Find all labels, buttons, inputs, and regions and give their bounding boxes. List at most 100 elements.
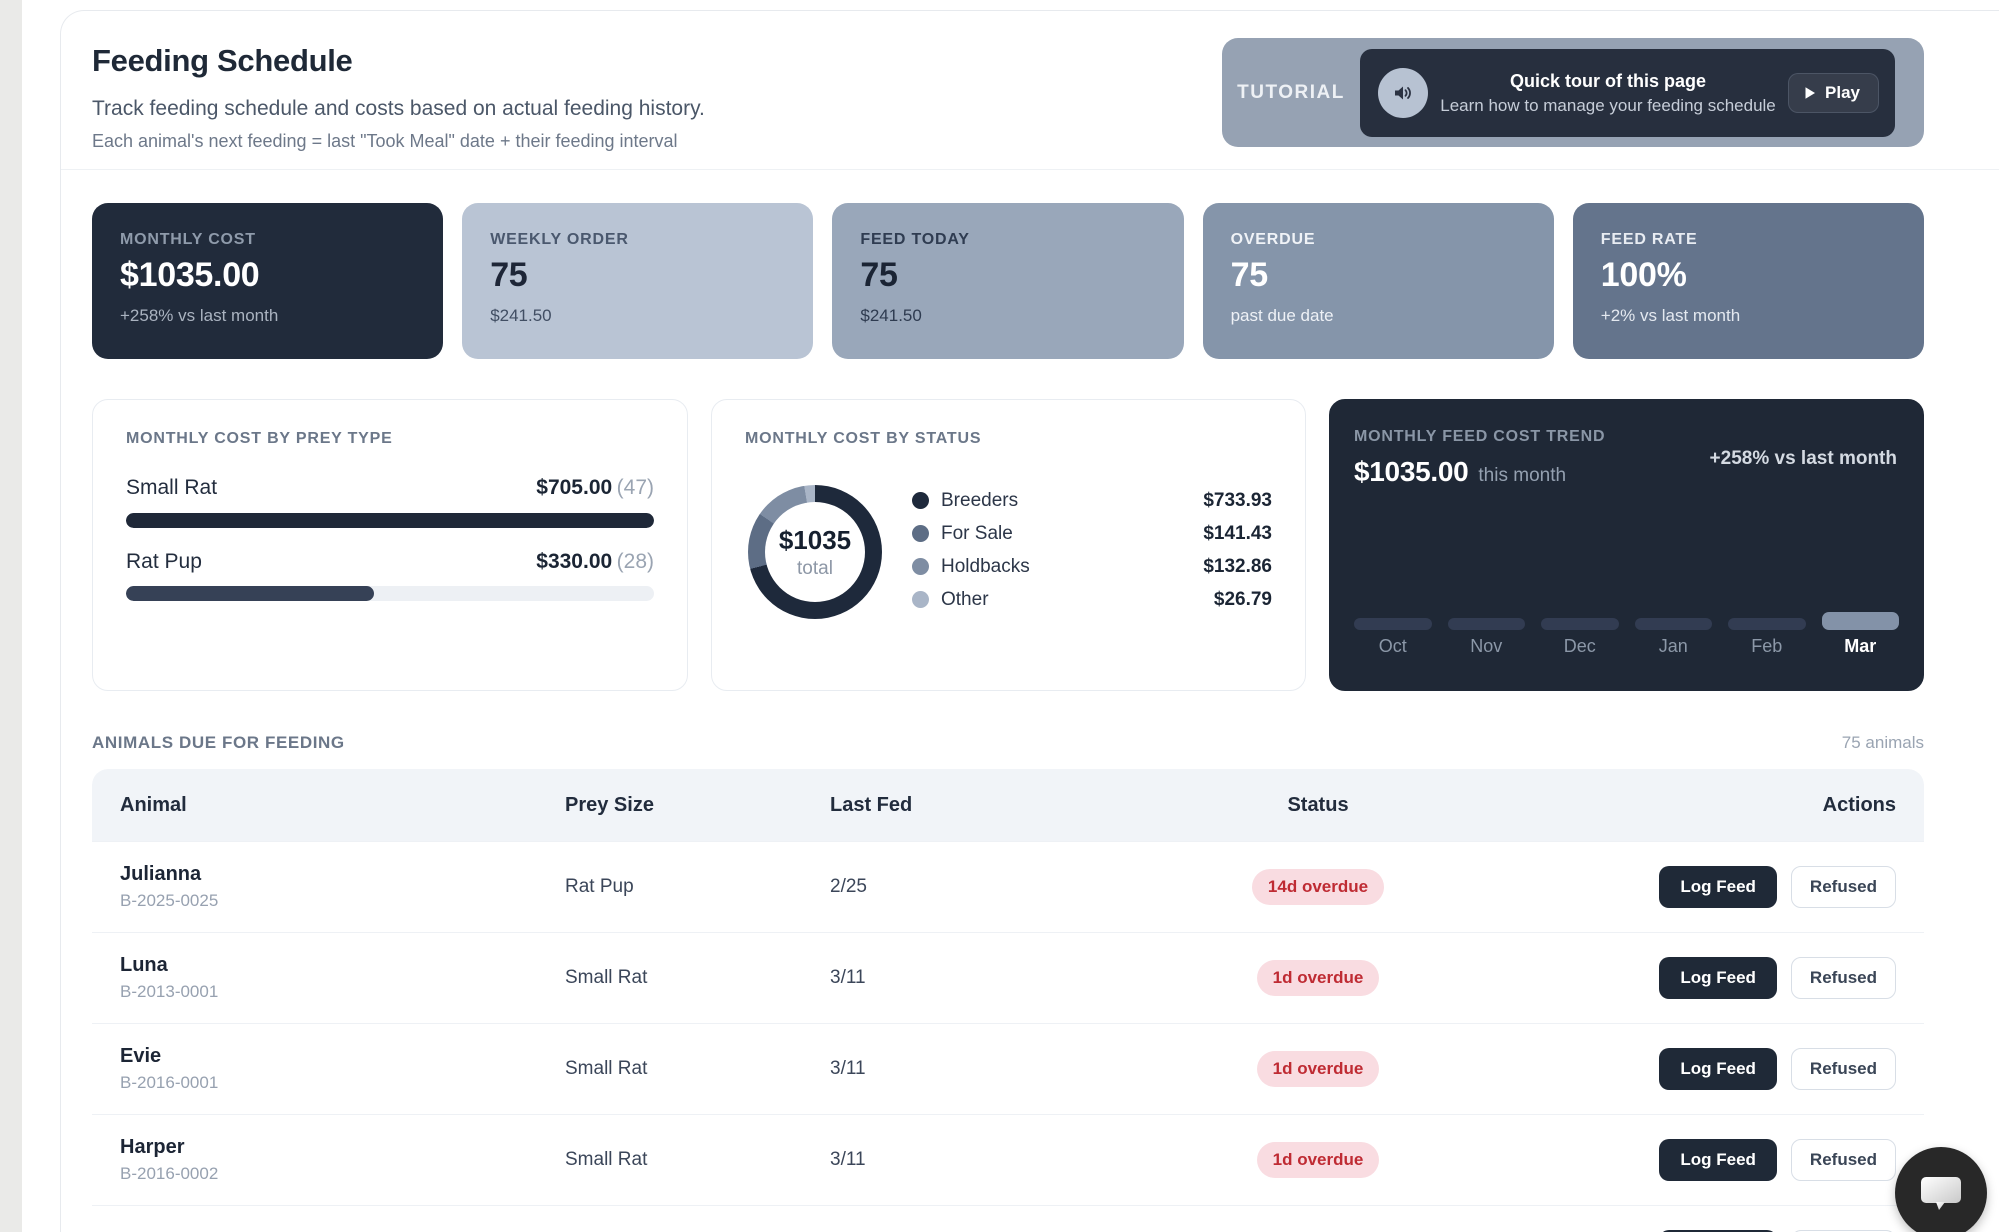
- animal-cell: Harper B-2016-0002: [120, 1136, 565, 1184]
- legend-value: $132.86: [1203, 555, 1272, 577]
- tutorial-text: Quick tour of this page Learn how to man…: [1428, 70, 1788, 116]
- donut-total-label: total: [797, 557, 833, 579]
- trend-delta: +258% vs last month: [1709, 448, 1897, 469]
- trend-bar-nov: [1447, 618, 1525, 630]
- animals-due-table: Animal Prey Size Last Fed Status Actions…: [92, 769, 1924, 1232]
- prey-count: (28): [616, 550, 654, 573]
- status-cell: 1d overdue: [1060, 960, 1576, 996]
- table-row-julianna: Julianna B-2025-0025 Rat Pup 2/25 14d ov…: [92, 841, 1924, 932]
- log-feed-button[interactable]: Log Feed: [1659, 866, 1777, 908]
- page-subtitle: Track feeding schedule and costs based o…: [92, 97, 705, 120]
- stat-card-weekly-order: WEEKLY ORDER 75 $241.50: [462, 203, 814, 359]
- trend-bar-oct: [1354, 618, 1432, 630]
- legend-row-holdbacks: Holdbacks $132.86: [912, 550, 1272, 583]
- trend-label-nov: Nov: [1470, 636, 1503, 656]
- page-note: Each animal's next feeding = last "Took …: [92, 131, 678, 151]
- prey-bar-fill-small-rat: [126, 513, 654, 528]
- chat-widget-button[interactable]: [1895, 1147, 1987, 1232]
- play-button[interactable]: Play: [1788, 73, 1879, 113]
- table-row-luna: Luna B-2013-0001 Small Rat 3/11 1d overd…: [92, 932, 1924, 1023]
- legend-dot: [912, 558, 929, 575]
- col-header-last-fed: Last Fed: [830, 793, 913, 816]
- prey-label: Small Rat: [126, 476, 218, 499]
- prey-value: $330.00: [536, 550, 613, 573]
- stat-value: 75: [490, 256, 528, 294]
- legend-row-other: Other $26.79: [912, 583, 1272, 616]
- trend-labels: Oct Nov Dec Jan Feb Mar: [1354, 636, 1899, 657]
- col-header-animal: Animal: [120, 793, 187, 816]
- prey-size-cell: Small Rat: [565, 967, 648, 988]
- log-feed-button[interactable]: Log Feed: [1659, 1139, 1777, 1181]
- legend-label: Holdbacks: [941, 555, 1030, 577]
- animal-id: B-2025-0025: [120, 891, 219, 910]
- prey-size-cell: Rat Pup: [565, 876, 634, 897]
- prey-label: Rat Pup: [126, 550, 202, 573]
- play-triangle-icon: [1805, 87, 1816, 99]
- trend-label-feb: Feb: [1751, 636, 1783, 656]
- log-feed-button[interactable]: Log Feed: [1659, 1048, 1777, 1090]
- stat-value: 75: [1230, 256, 1269, 294]
- refused-button[interactable]: Refused: [1790, 1139, 1896, 1181]
- legend-dot: [912, 525, 929, 542]
- animal-cell: Julianna B-2025-0025: [120, 863, 565, 911]
- trend-bar-dec: [1541, 618, 1619, 630]
- last-fed-cell: 3/11: [830, 1058, 866, 1079]
- prey-bar-fill-rat-pup: [126, 586, 375, 601]
- log-feed-button[interactable]: Log Feed: [1659, 957, 1777, 999]
- trend-value-line: $1035.00 this month: [1354, 456, 1566, 488]
- legend-value: $26.79: [1213, 588, 1272, 610]
- actions-cell: Log Feed Refused: [1576, 1048, 1896, 1090]
- stat-card-feed-rate: FEED RATE 100% +2% vs last month: [1572, 203, 1924, 359]
- col-header-prey-size: Prey Size: [565, 793, 654, 816]
- overdue-badge: 1d overdue: [1256, 1051, 1380, 1087]
- trend-value-suffix: this month: [1478, 465, 1567, 486]
- stat-value: $1035.00: [120, 256, 260, 294]
- last-fed-cell: 3/11: [830, 1149, 866, 1170]
- stat-label: MONTHLY COST: [120, 231, 256, 248]
- animal-name: Evie: [120, 1045, 162, 1067]
- donut-total-value: $1035: [778, 524, 852, 555]
- status-cell: 14d overdue: [1060, 869, 1576, 905]
- status-cell: 1d overdue: [1060, 1142, 1576, 1178]
- animal-id: B-2013-0001: [120, 982, 219, 1001]
- last-fed-cell: 2/25: [830, 876, 867, 897]
- trend-label-mar: Mar: [1844, 636, 1877, 656]
- legend-value: $141.43: [1203, 522, 1272, 544]
- tutorial-label: TUTORIAL: [1237, 81, 1345, 103]
- animal-cell: Luna B-2013-0001: [120, 954, 565, 1002]
- prey-value: $705.00: [536, 476, 613, 499]
- trend-value: $1035.00: [1354, 456, 1469, 487]
- refused-button[interactable]: Refused: [1790, 957, 1896, 999]
- refused-button[interactable]: Refused: [1790, 866, 1896, 908]
- overdue-badge: 14d overdue: [1251, 869, 1385, 905]
- stat-card-overdue: OVERDUE 75 past due date: [1202, 203, 1554, 359]
- legend-row-for-sale: For Sale $141.43: [912, 517, 1272, 550]
- stat-value: 75: [860, 256, 898, 294]
- animals-due-section-head: ANIMALS DUE FOR FEEDING 75 animals: [92, 733, 1924, 753]
- tutorial-title: Quick tour of this page: [1510, 71, 1707, 92]
- trend-label-jan: Jan: [1658, 636, 1688, 656]
- actions-cell: Log Feed Refused: [1576, 1230, 1896, 1232]
- stat-label: FEED TODAY: [860, 231, 970, 248]
- tutorial-subtitle: Learn how to manage your feeding schedul…: [1440, 95, 1776, 115]
- table-header-row: Animal Prey Size Last Fed Status Actions: [92, 769, 1924, 841]
- prey-count: (47): [616, 476, 654, 499]
- stat-card-feed-today: FEED TODAY 75 $241.50: [832, 203, 1184, 359]
- legend-dot: [912, 492, 929, 509]
- status-donut: $1035 total: [748, 485, 882, 619]
- panel-title: MONTHLY COST BY STATUS: [745, 430, 982, 447]
- prey-bar-track: [126, 513, 654, 528]
- tutorial-panel: Quick tour of this page Learn how to man…: [1360, 49, 1895, 137]
- section-title: ANIMALS DUE FOR FEEDING: [92, 733, 345, 752]
- legend-dot: [912, 591, 929, 608]
- log-feed-button[interactable]: Log Feed: [1659, 1230, 1777, 1232]
- header-divider: [61, 169, 1999, 170]
- animal-id: B-2016-0002: [120, 1164, 219, 1183]
- legend-value: $733.93: [1203, 489, 1272, 511]
- stat-label: FEED RATE: [1600, 231, 1698, 248]
- prey-size-cell: Small Rat: [565, 1058, 648, 1079]
- animal-name: Harper: [120, 1136, 185, 1158]
- stat-cards-row: MONTHLY COST $1035.00 +258% vs last mont…: [92, 203, 1924, 359]
- refused-button[interactable]: Refused: [1790, 1048, 1896, 1090]
